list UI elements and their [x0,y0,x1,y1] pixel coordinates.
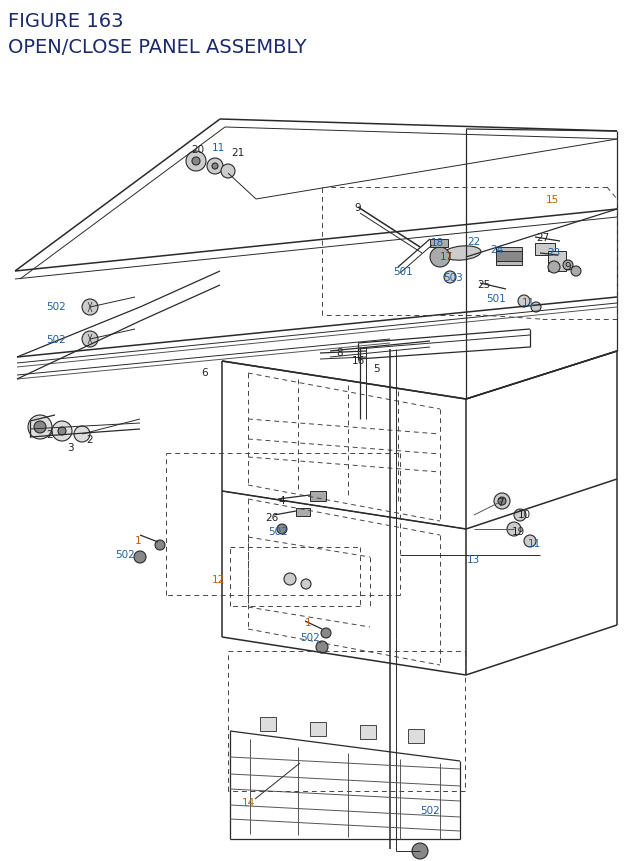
Bar [296,508,310,517]
Circle shape [494,493,510,510]
Text: 11: 11 [211,143,225,152]
Circle shape [563,261,573,270]
Bar [548,251,566,272]
Text: 7: 7 [497,498,503,507]
Circle shape [28,416,52,439]
Circle shape [221,164,235,179]
Text: 501: 501 [393,267,413,276]
Text: 25: 25 [477,280,491,289]
Bar [535,244,555,256]
Circle shape [82,331,98,348]
Circle shape [192,158,200,166]
Ellipse shape [443,246,481,261]
Circle shape [548,262,560,274]
Circle shape [212,164,218,170]
Text: 503: 503 [443,273,463,282]
Circle shape [207,158,223,175]
Text: 502: 502 [420,805,440,815]
Circle shape [321,629,331,638]
Bar [310,492,326,501]
Text: 6: 6 [202,368,208,378]
Text: 13: 13 [467,554,479,564]
Text: 502: 502 [115,549,135,560]
Text: 1: 1 [305,617,311,628]
Text: 15: 15 [545,195,559,205]
Circle shape [52,422,72,442]
Text: 22: 22 [467,237,481,247]
Text: 501: 501 [486,294,506,304]
Bar [496,251,522,262]
Text: 12: 12 [211,574,225,585]
Text: 21: 21 [232,148,244,158]
Circle shape [498,498,506,505]
Circle shape [518,295,530,307]
Bar [360,725,376,739]
Circle shape [444,272,456,283]
Text: 9: 9 [564,262,572,272]
Text: 11: 11 [522,298,534,307]
Text: 18: 18 [430,238,444,248]
Text: FIGURE 163: FIGURE 163 [8,12,124,31]
Text: 502: 502 [268,526,288,536]
Text: 16: 16 [351,356,365,366]
Text: 5: 5 [372,363,380,374]
Text: 10: 10 [517,510,531,519]
Text: 1: 1 [134,536,141,545]
Bar [408,729,424,743]
Bar [310,722,326,736]
Text: 19: 19 [511,526,525,536]
Text: 8: 8 [337,348,343,357]
Circle shape [34,422,46,433]
Circle shape [134,551,146,563]
Text: OPEN/CLOSE PANEL ASSEMBLY: OPEN/CLOSE PANEL ASSEMBLY [8,38,307,57]
Bar [430,239,448,248]
Circle shape [186,152,206,172]
Text: 502: 502 [300,632,320,642]
Text: 11: 11 [527,538,541,548]
Text: 26: 26 [266,512,278,523]
Circle shape [277,524,287,535]
Text: 23: 23 [547,248,561,257]
Circle shape [284,573,296,585]
Text: 502: 502 [46,335,66,344]
Text: 20: 20 [191,145,205,155]
Text: 2: 2 [86,435,93,444]
Text: 24: 24 [490,245,504,255]
Text: 2: 2 [47,430,53,439]
Bar [260,717,276,731]
Text: 27: 27 [536,232,550,243]
Circle shape [412,843,428,859]
Circle shape [507,523,521,536]
Circle shape [524,536,536,548]
Circle shape [430,248,450,268]
Circle shape [514,510,526,522]
Text: 4: 4 [278,495,285,505]
Bar [496,248,522,266]
Circle shape [301,579,311,589]
Text: 14: 14 [241,797,255,807]
Text: 502: 502 [46,301,66,312]
Text: 17: 17 [440,251,452,262]
Circle shape [316,641,328,653]
Circle shape [82,300,98,316]
Circle shape [571,267,581,276]
Circle shape [58,428,66,436]
Circle shape [74,426,90,443]
Text: 3: 3 [67,443,74,453]
Circle shape [531,303,541,313]
Text: 9: 9 [355,202,362,213]
Circle shape [155,541,165,550]
